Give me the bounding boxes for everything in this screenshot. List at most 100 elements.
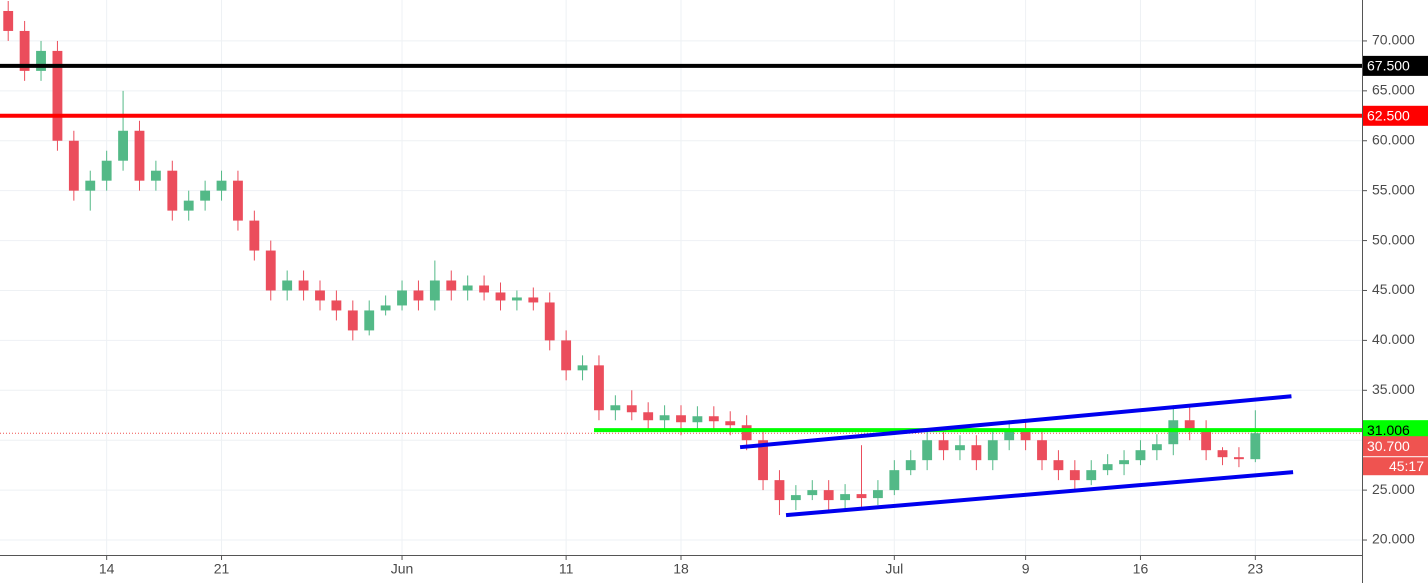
candle-body (610, 405, 621, 411)
candle-body (807, 490, 818, 496)
axes: 20.00025.00030.00035.00040.00045.00050.0… (99, 32, 1428, 577)
candle-body (85, 180, 96, 191)
candle-body (3, 10, 14, 31)
price-label: 30.700 (1367, 438, 1410, 454)
candle-body (971, 445, 982, 461)
price-label: 31.006 (1367, 422, 1410, 438)
candle-body (134, 130, 145, 181)
candle-body (1135, 450, 1146, 461)
candle-body (758, 440, 768, 481)
y-tick-label: 35.000 (1372, 381, 1415, 397)
candle-body (561, 340, 572, 371)
y-tick-label: 20.000 (1372, 531, 1415, 547)
x-tick-label: 9 (1022, 561, 1030, 577)
price-label: 67.500 (1367, 58, 1410, 74)
candle-body (479, 285, 490, 293)
price-label-box (1363, 420, 1428, 441)
candle-body (413, 290, 424, 301)
x-tick-label: Jul (885, 561, 903, 577)
x-tick-label: 14 (99, 561, 115, 577)
candle-body (1168, 420, 1179, 445)
candle-body (626, 405, 637, 413)
candle-body (446, 280, 457, 291)
candle-body (249, 220, 260, 251)
candle-body (36, 50, 46, 71)
candle-body (1184, 420, 1195, 431)
grid (0, 0, 1362, 555)
candle-body (101, 160, 112, 181)
candle-body (938, 440, 949, 451)
countdown-box (1363, 457, 1428, 476)
candle-body (1069, 470, 1080, 481)
x-tick-label: 21 (214, 561, 230, 577)
countdown: 45:17 (1389, 458, 1424, 474)
candle-body (397, 290, 407, 306)
candle-body (1119, 460, 1129, 465)
x-tick-label: Jun (391, 561, 414, 577)
price-label: 62.500 (1367, 107, 1410, 123)
candle-body (856, 494, 867, 499)
candle-body (676, 415, 686, 423)
candle-body (1201, 430, 1212, 451)
candle-body (528, 297, 539, 303)
candle-body (790, 495, 801, 501)
candle-body (298, 280, 309, 291)
candle-body (708, 416, 719, 422)
trend-line (739, 394, 1292, 450)
y-tick-label: 50.000 (1372, 231, 1415, 247)
candle-body (1053, 460, 1064, 471)
candle-body (905, 460, 916, 471)
candle-body (331, 300, 342, 311)
candle-body (889, 470, 900, 491)
candle-body (1250, 433, 1261, 460)
candle-body (1217, 450, 1228, 458)
x-tick-label: 18 (673, 561, 689, 577)
candle-body (922, 440, 933, 461)
candle-body (577, 365, 588, 371)
candle-body (774, 480, 785, 501)
candle-body (840, 494, 851, 501)
candle-body (380, 305, 391, 311)
candle-body (1102, 464, 1113, 471)
candle-body (200, 190, 211, 201)
y-tick-label: 25.000 (1372, 481, 1415, 497)
candle-body (52, 50, 63, 141)
candle-body (233, 180, 243, 221)
candle-body (1151, 444, 1162, 451)
candle-body (725, 421, 736, 426)
x-tick-label: 16 (1133, 561, 1149, 577)
candle-body (462, 285, 473, 291)
candle-body (594, 365, 604, 411)
candle-body (282, 280, 293, 291)
candle-body (1234, 457, 1244, 460)
candle-body (872, 490, 883, 499)
price-label-box (1363, 55, 1428, 76)
candle-body (118, 130, 128, 161)
candle-body (1004, 430, 1015, 441)
candle-body (987, 440, 998, 461)
y-tick-label: 60.000 (1372, 131, 1415, 147)
candle-body (19, 30, 30, 71)
candle-body (429, 280, 440, 301)
candle-body (1037, 440, 1047, 461)
candle-body (150, 170, 161, 181)
candle-body (183, 200, 194, 211)
candle-body (659, 415, 670, 421)
candle-body (167, 170, 178, 211)
y-tick-label: 40.000 (1372, 331, 1415, 347)
candle-body (347, 310, 358, 331)
candle-body (495, 292, 506, 301)
candle-body (823, 490, 834, 501)
plot (0, 0, 1362, 518)
candle-body (1086, 470, 1097, 481)
candle-body (643, 412, 654, 421)
candle-body (315, 290, 325, 301)
candle-body (216, 180, 227, 191)
candle-body (364, 310, 375, 331)
candle-body (955, 445, 965, 451)
candle-body (511, 297, 522, 301)
y-tick-label: 45.000 (1372, 281, 1415, 297)
y-tick-label: 70.000 (1372, 32, 1415, 48)
